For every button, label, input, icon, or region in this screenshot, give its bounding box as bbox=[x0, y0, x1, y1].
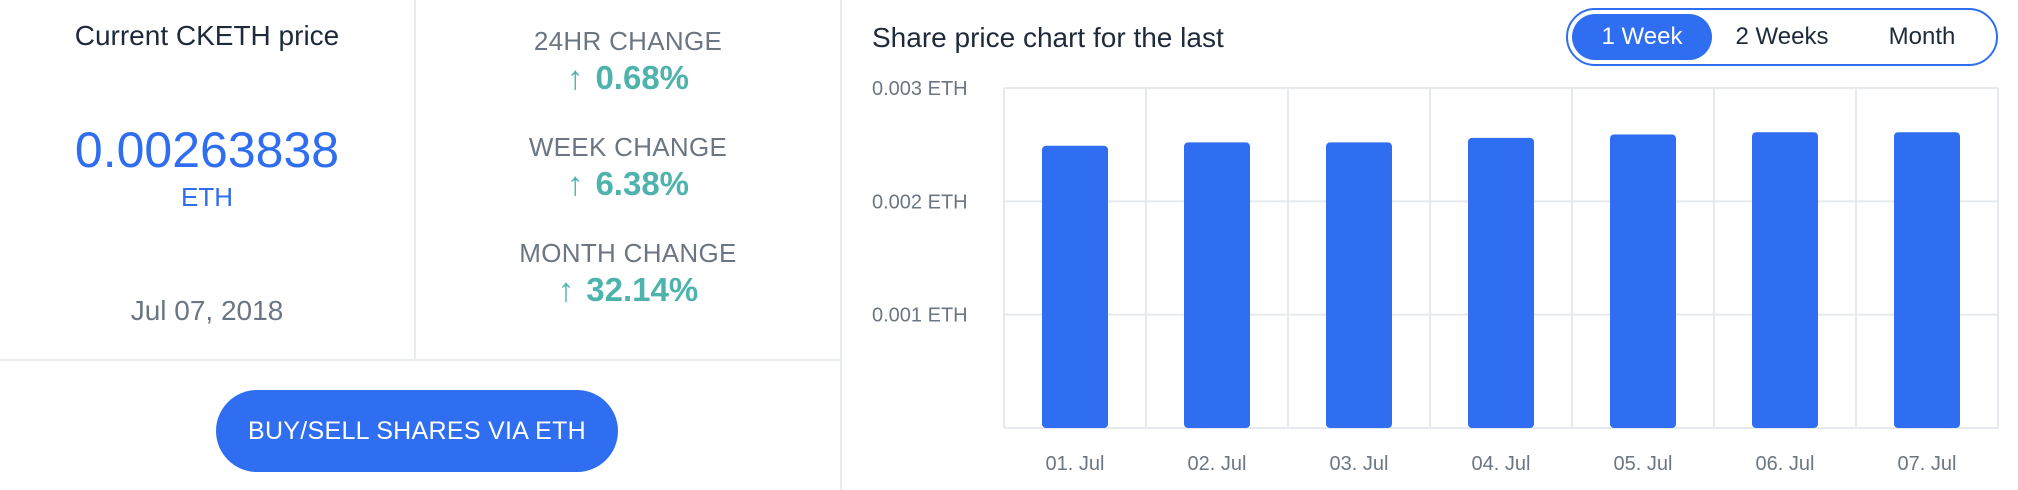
bar-05-jul[interactable] bbox=[1610, 134, 1676, 428]
bar-01-jul[interactable] bbox=[1042, 145, 1108, 429]
change-value-row: ↑ 6.38% bbox=[416, 165, 840, 203]
x-tick-label: 07. Jul bbox=[1898, 453, 1957, 475]
chart-title: Share price chart for the last bbox=[872, 22, 1224, 53]
y-tick-label: 0.001 ETH bbox=[872, 305, 968, 327]
change-value: 32.14% bbox=[586, 271, 699, 308]
price-panel: Current CKETH price 0.00263838 ETH Jul 0… bbox=[0, 0, 842, 490]
change-label: WEEK CHANGE bbox=[528, 132, 728, 162]
x-tick-label: 03. Jul bbox=[1330, 453, 1389, 475]
x-tick-label: 04. Jul bbox=[1472, 453, 1531, 475]
period-switch: 1 Week 2 Weeks Month bbox=[1566, 8, 1998, 66]
x-tick-label: 01. Jul bbox=[1046, 453, 1105, 475]
arrow-up-icon: ↑ bbox=[566, 59, 584, 96]
bar-02-jul[interactable] bbox=[1184, 142, 1250, 428]
price-date: Jul 07, 2018 bbox=[130, 295, 284, 326]
price-title: Current CKETH price bbox=[74, 20, 340, 51]
price-unit: ETH bbox=[181, 182, 233, 212]
panel-divider bbox=[0, 359, 840, 361]
change-24hr: 24HR CHANGE ↑ 0.68% bbox=[416, 26, 840, 97]
y-tick-label: 0.002 ETH bbox=[872, 191, 968, 213]
price-value: 0.00263838 bbox=[74, 122, 340, 178]
period-2-weeks[interactable]: 2 Weeks bbox=[1735, 23, 1829, 50]
x-tick-label: 06. Jul bbox=[1756, 453, 1815, 475]
period-1-week[interactable]: 1 Week bbox=[1572, 14, 1712, 60]
x-tick-label: 05. Jul bbox=[1614, 453, 1673, 475]
bar-06-jul[interactable] bbox=[1752, 132, 1818, 428]
y-tick-label: 0.003 ETH bbox=[872, 78, 968, 100]
change-value-row: ↑ 0.68% bbox=[416, 59, 840, 97]
change-value-row: ↑ 32.14% bbox=[416, 271, 840, 309]
arrow-up-icon: ↑ bbox=[557, 271, 575, 308]
change-value: 0.68% bbox=[595, 59, 690, 96]
change-label: 24HR CHANGE bbox=[533, 26, 723, 56]
share-price-chart: 0.001 ETH 0.002 ETH 0.003 ETH 01. Jul 02. Ju… bbox=[872, 78, 1999, 475]
arrow-up-icon: ↑ bbox=[566, 165, 584, 202]
current-price-box: Current CKETH price 0.00263838 ETH Jul 0… bbox=[0, 0, 416, 359]
bar-04-jul[interactable] bbox=[1468, 137, 1534, 428]
change-month: MONTH CHANGE ↑ 32.14% bbox=[416, 238, 840, 309]
period-month[interactable]: Month bbox=[1888, 23, 1956, 50]
buy-sell-button[interactable]: BUY/SELL SHARES VIA ETH bbox=[216, 390, 618, 472]
changes-box: 24HR CHANGE ↑ 0.68% WEEK CHANGE ↑ 6.38% MO… bbox=[416, 0, 840, 359]
bar-03-jul[interactable] bbox=[1326, 142, 1392, 428]
change-week: WEEK CHANGE ↑ 6.38% bbox=[416, 132, 840, 203]
change-value: 6.38% bbox=[595, 165, 690, 202]
bar-07-jul[interactable] bbox=[1894, 132, 1960, 428]
x-tick-label: 02. Jul bbox=[1188, 453, 1247, 475]
change-label: MONTH CHANGE bbox=[519, 238, 737, 268]
